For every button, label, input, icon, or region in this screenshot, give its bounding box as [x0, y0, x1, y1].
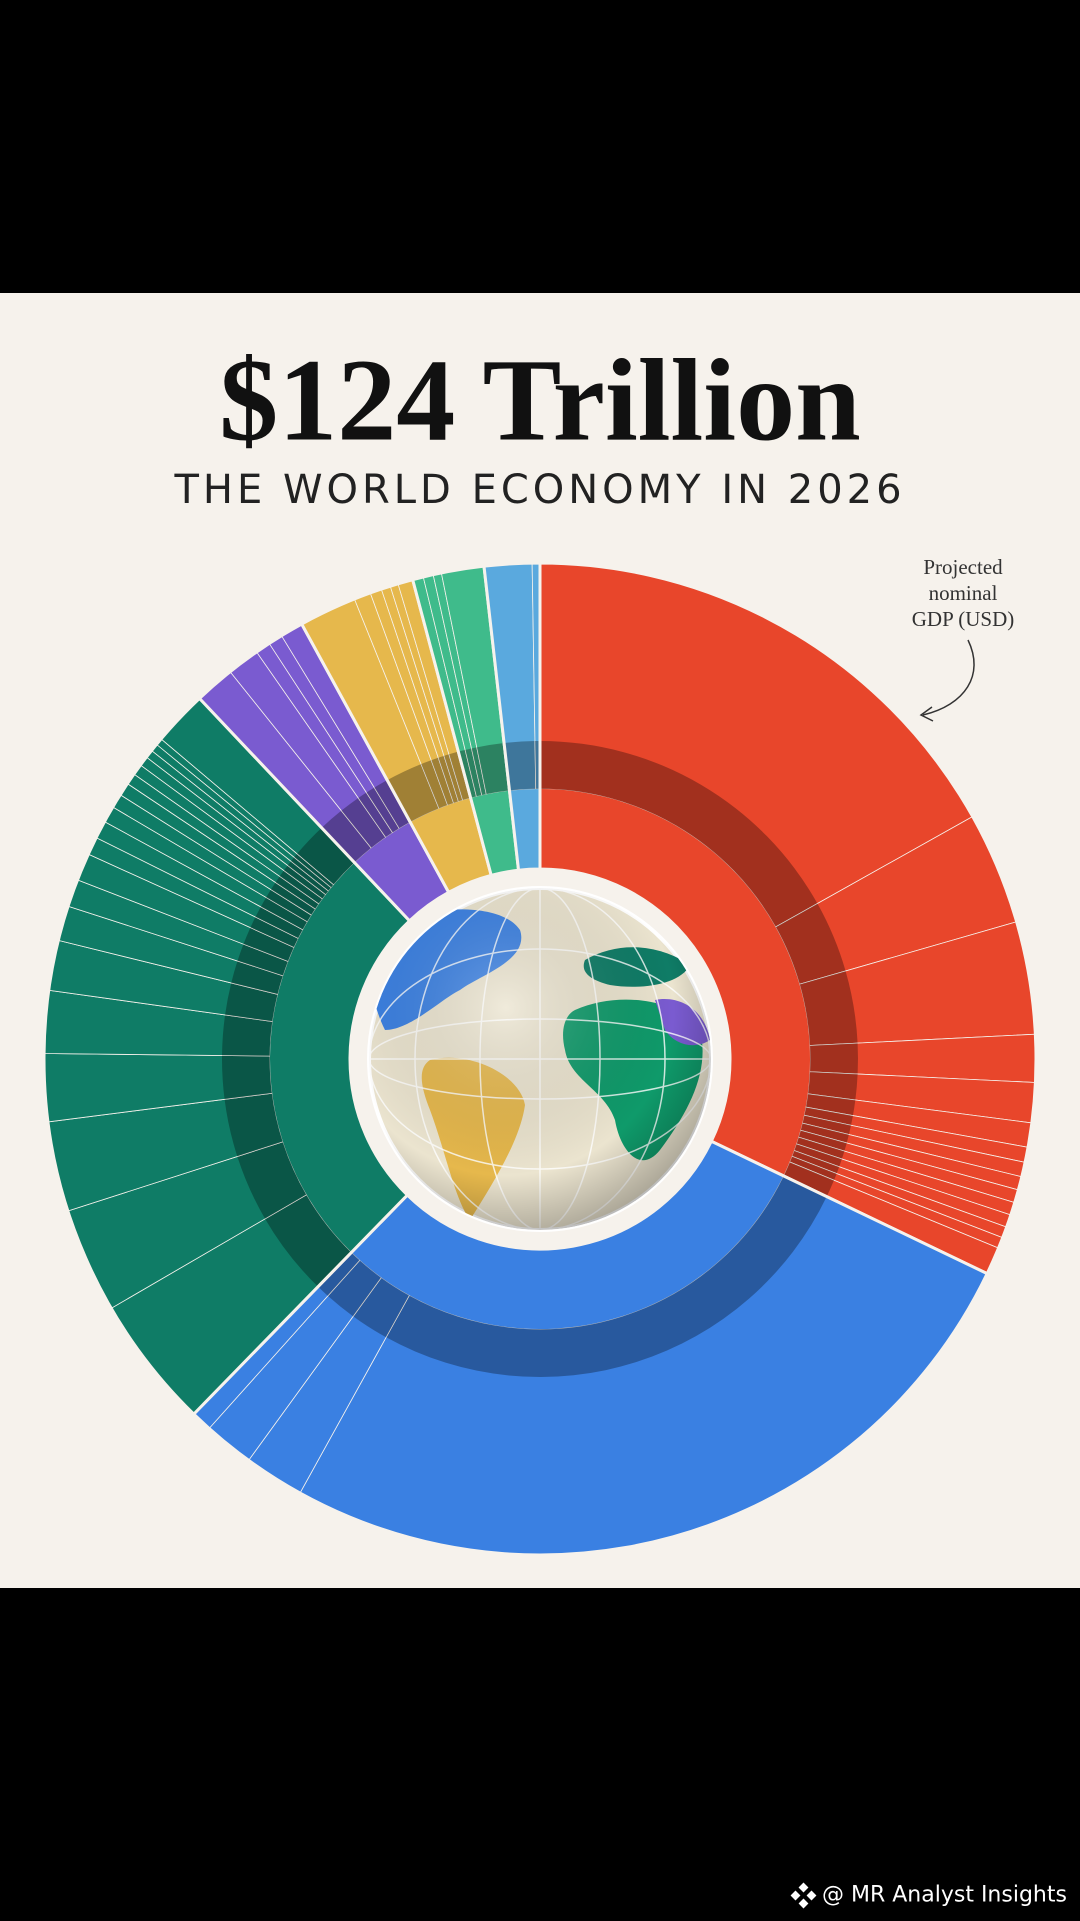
- per-capita-band: [809, 1043, 858, 1075]
- per-capita-band: [534, 741, 540, 790]
- per-capita-band: [222, 1014, 273, 1057]
- per-capita-band: [374, 780, 411, 829]
- per-capita-band: [798, 1130, 847, 1152]
- per-capita-band: [802, 1115, 852, 1135]
- per-capita-band: [783, 1161, 834, 1197]
- per-capita-band: [448, 751, 471, 801]
- globe: [367, 886, 713, 1232]
- per-capita-band: [804, 1107, 853, 1126]
- per-capita-band: [260, 897, 308, 930]
- per-capita-band: [341, 798, 386, 849]
- per-capita-band: [387, 764, 439, 823]
- region-ring: [354, 822, 449, 921]
- per-capita-band: [265, 1194, 352, 1287]
- title: $124 Trillion: [219, 335, 860, 466]
- annotation-line: Projected: [923, 555, 1003, 579]
- watermark: @ MR Analyst Insights: [790, 1882, 1067, 1909]
- per-capita-band: [270, 882, 316, 916]
- watermark-icon: [790, 1882, 817, 1909]
- per-capita-band: [275, 876, 319, 910]
- per-capita-band: [224, 1093, 283, 1157]
- per-capita-band: [775, 903, 846, 985]
- per-capita-band: [807, 1071, 858, 1100]
- arrow-head: [919, 706, 934, 722]
- per-capita-band: [791, 1150, 840, 1174]
- per-capita-band: [237, 944, 289, 976]
- per-capita-band: [237, 1141, 307, 1219]
- per-capita-band: [225, 982, 278, 1022]
- per-capita-band: [805, 1093, 856, 1116]
- per-capita-band: [255, 906, 303, 939]
- per-capita-band: [386, 1175, 827, 1377]
- per-capita-band: [321, 810, 372, 863]
- per-capita-band: [283, 865, 326, 899]
- per-capita-band: [279, 870, 323, 904]
- per-capita-band: [431, 757, 454, 806]
- per-capita-band: [471, 747, 487, 796]
- per-capita-band: [231, 961, 284, 995]
- per-capita-band: [476, 743, 510, 795]
- icon-part: [806, 1890, 817, 1901]
- per-capita-band: [353, 1277, 410, 1338]
- per-capita-band: [327, 1260, 382, 1317]
- annotation-arrow: [922, 639, 975, 716]
- per-capita-band: [794, 1143, 842, 1167]
- watermark-text: @ MR Analyst Insights: [822, 1883, 1067, 1908]
- icon-part: [790, 1890, 801, 1901]
- subtitle: THE WORLD ECONOMY IN 2026: [173, 467, 905, 513]
- per-capita-band: [294, 853, 334, 888]
- region-divider: [482, 561, 542, 872]
- annotation-line: nominal: [929, 581, 998, 605]
- per-capita-band: [799, 970, 858, 1046]
- annotation-line: GDP (USD): [912, 607, 1014, 631]
- per-capita-band: [243, 927, 295, 962]
- per-capita-band: [504, 741, 536, 791]
- region-ring: [540, 789, 810, 1176]
- per-capita-band: [317, 1252, 360, 1296]
- region-ring: [470, 790, 519, 876]
- per-capita-band: [290, 857, 332, 892]
- per-capita-band: [222, 1055, 273, 1100]
- rings: $20.7TChina$15K$4.5TIndia$3K$4.5TJapan$3…: [42, 561, 1038, 1557]
- globe-shade: [369, 888, 711, 1230]
- region-ring: [351, 1141, 784, 1329]
- per-capita-band: [438, 755, 459, 804]
- region-divider: [191, 1139, 990, 1557]
- region-ring: [410, 798, 492, 893]
- per-capita-band: [358, 792, 393, 838]
- per-capita-band: [800, 1123, 849, 1143]
- per-capita-band: [366, 787, 400, 833]
- per-capita-band: [421, 760, 448, 809]
- per-capita-band: [458, 749, 477, 799]
- per-capita-band: [465, 748, 482, 797]
- per-capita-band: [266, 889, 312, 922]
- globe-map: [369, 888, 711, 1230]
- per-capita-band: [250, 917, 299, 948]
- icon-part: [798, 1898, 809, 1909]
- annotation: Projected nominal GDP (USD): [912, 555, 1014, 722]
- per-capita-band: [297, 827, 355, 885]
- region-divider: [538, 561, 1038, 1276]
- icon-part: [798, 1882, 809, 1893]
- per-capita-band: [796, 1137, 845, 1160]
- per-capita-band: [540, 741, 818, 927]
- per-capita-band: [789, 1156, 837, 1181]
- per-capita-band: [287, 861, 329, 895]
- per-capita-band: [443, 754, 463, 802]
- region-divider: [42, 696, 412, 1417]
